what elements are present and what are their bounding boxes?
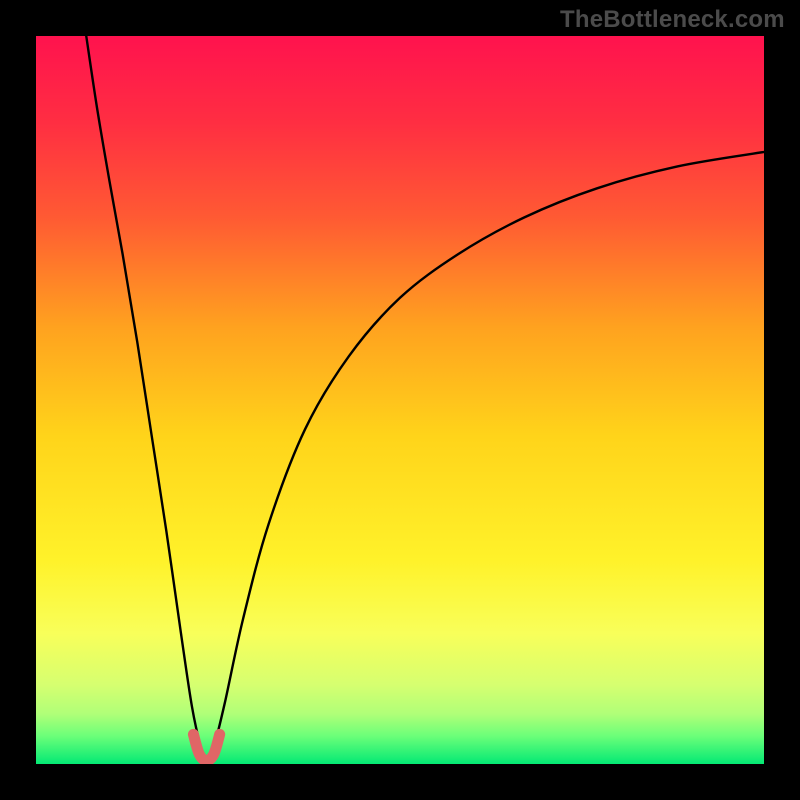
gradient-background [35, 35, 765, 765]
bottleneck-chart [35, 35, 765, 765]
watermark-text: TheBottleneck.com [560, 6, 785, 34]
chart-frame [35, 35, 765, 765]
